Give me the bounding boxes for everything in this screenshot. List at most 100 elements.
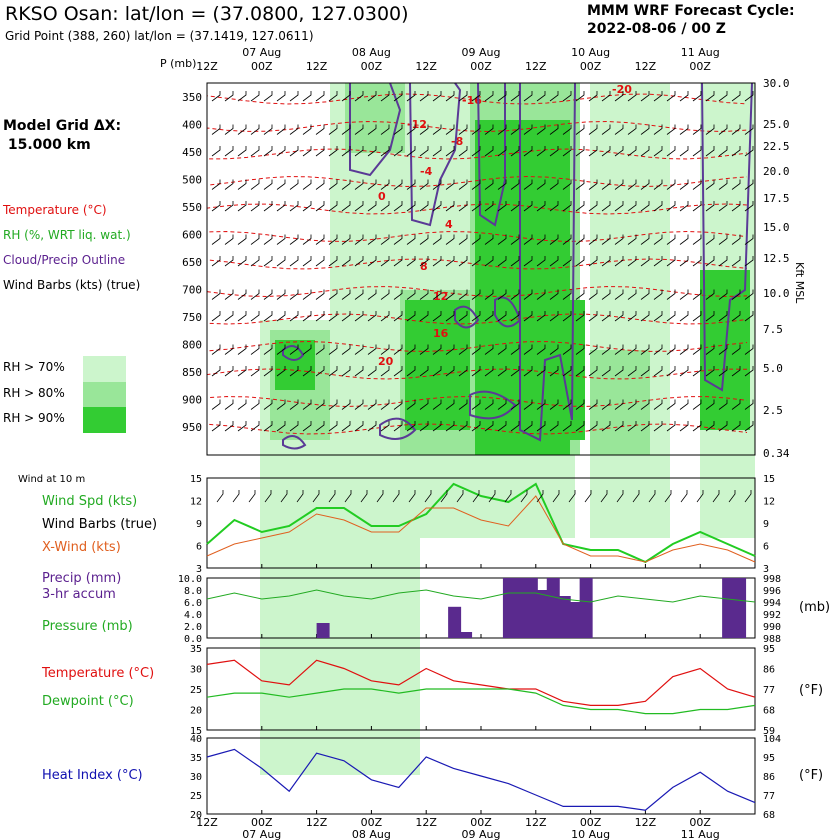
wind-barb: [744, 366, 754, 377]
precip-bar: [733, 578, 747, 638]
wind-barb: [289, 421, 299, 432]
wind-barb: [445, 311, 455, 322]
wind-barb: [614, 201, 624, 212]
wind-barb: [224, 421, 234, 432]
wind-barb: [237, 146, 247, 157]
wind-barb: [419, 146, 429, 157]
precip-bar: [459, 632, 473, 638]
wind-barb: [302, 91, 312, 102]
surface-wind-barb: [312, 490, 320, 503]
wind-barb: [744, 201, 754, 212]
wind-barb: [497, 289, 507, 300]
wind-barb: [250, 146, 260, 157]
pressure-axis-title: P (mb): [160, 57, 197, 70]
surface-wind-barb: [744, 490, 752, 503]
station-title: RKSO Osan: lat/lon = (37.0800, 127.0300): [5, 3, 409, 25]
wind-barb: [718, 421, 728, 432]
wind-tick-right: 15: [763, 474, 775, 485]
wind-barb: [497, 256, 507, 267]
wind-tick-left: 3: [196, 564, 202, 575]
wind-barb: [263, 234, 273, 245]
heat-index-tick-right: 95: [763, 753, 775, 764]
wind-barb: [718, 311, 728, 322]
wind-barb: [471, 344, 481, 355]
temperature-contour: [206, 341, 748, 352]
wind-barb: [237, 201, 247, 212]
temperature-contour: [206, 230, 748, 242]
wind-barb: [627, 311, 637, 322]
wind-barb: [224, 124, 234, 135]
wind-barb: [289, 344, 299, 355]
wind-barb: [718, 234, 728, 245]
wind-barb: [666, 256, 676, 267]
wind-barb: [601, 201, 611, 212]
wind-barb: [445, 124, 455, 135]
pressure-tick-label: 750: [182, 311, 202, 324]
wind-barb: [718, 179, 728, 190]
wind-barb: [536, 256, 546, 267]
wind-barb: [536, 234, 546, 245]
wind-barb: [549, 179, 559, 190]
wind-barb: [432, 289, 442, 300]
wind-barb: [588, 146, 598, 157]
wind-barb: [367, 366, 377, 377]
wind-barb: [653, 234, 663, 245]
height-tick-label: 22.5: [763, 140, 790, 153]
wind-barb: [276, 289, 286, 300]
wind-barb: [666, 344, 676, 355]
wind-barb: [588, 289, 598, 300]
wind-barb: [588, 234, 598, 245]
wind-barb: [263, 344, 273, 355]
wind-barb: [640, 146, 650, 157]
wind-barb: [692, 201, 702, 212]
surface-wind-barb: [456, 490, 464, 503]
wind-barb: [705, 146, 715, 157]
wind-barb: [341, 421, 351, 432]
wind-barb: [718, 201, 728, 212]
wind-barb: [588, 256, 598, 267]
wind-barb: [562, 399, 572, 410]
date-label-top: 10 Aug: [571, 46, 610, 59]
wind-barb: [315, 179, 325, 190]
wind-barb: [640, 234, 650, 245]
pressure-tick-right: 994: [763, 598, 781, 609]
surface-wind-barb: [696, 490, 704, 503]
surface-wind-barb: [264, 490, 272, 503]
wind-barb: [380, 201, 390, 212]
wind-barb: [406, 91, 416, 102]
wind-barb: [640, 366, 650, 377]
wind-barb: [536, 421, 546, 432]
temperature-line: [206, 659, 756, 707]
wind-barb: [627, 124, 637, 135]
wind-barb: [302, 146, 312, 157]
wind-barb: [406, 256, 416, 267]
temperature-contour: [206, 258, 748, 270]
wind-barb: [328, 399, 338, 410]
wind-barb: [627, 366, 637, 377]
wind-barb: [406, 146, 416, 157]
wind-barb: [575, 256, 585, 267]
pressure-tick-right: 990: [763, 622, 781, 633]
surface-wind-barb: [712, 490, 720, 503]
wind-barb: [640, 344, 650, 355]
rh-fill-11: [405, 300, 470, 430]
wind-barb: [679, 256, 689, 267]
surface-wind-barb: [632, 490, 640, 503]
wind-barb: [367, 179, 377, 190]
wind-barb: [640, 311, 650, 322]
wind-barb: [458, 234, 468, 245]
wind-barb: [211, 289, 221, 300]
wind-barb: [510, 256, 520, 267]
wind-barb: [419, 124, 429, 135]
surface-wind-barb: [328, 490, 336, 503]
wind-barb: [640, 421, 650, 432]
wind-barb: [653, 179, 663, 190]
wind-barb: [679, 201, 689, 212]
wind-barb: [354, 366, 364, 377]
x-wind-label: X-Wind (kts): [42, 540, 121, 555]
wind-barb: [731, 234, 741, 245]
surface-wind-barb: [680, 490, 688, 503]
wind-barb: [562, 311, 572, 322]
wind-barb: [224, 344, 234, 355]
wind-barb: [250, 344, 260, 355]
